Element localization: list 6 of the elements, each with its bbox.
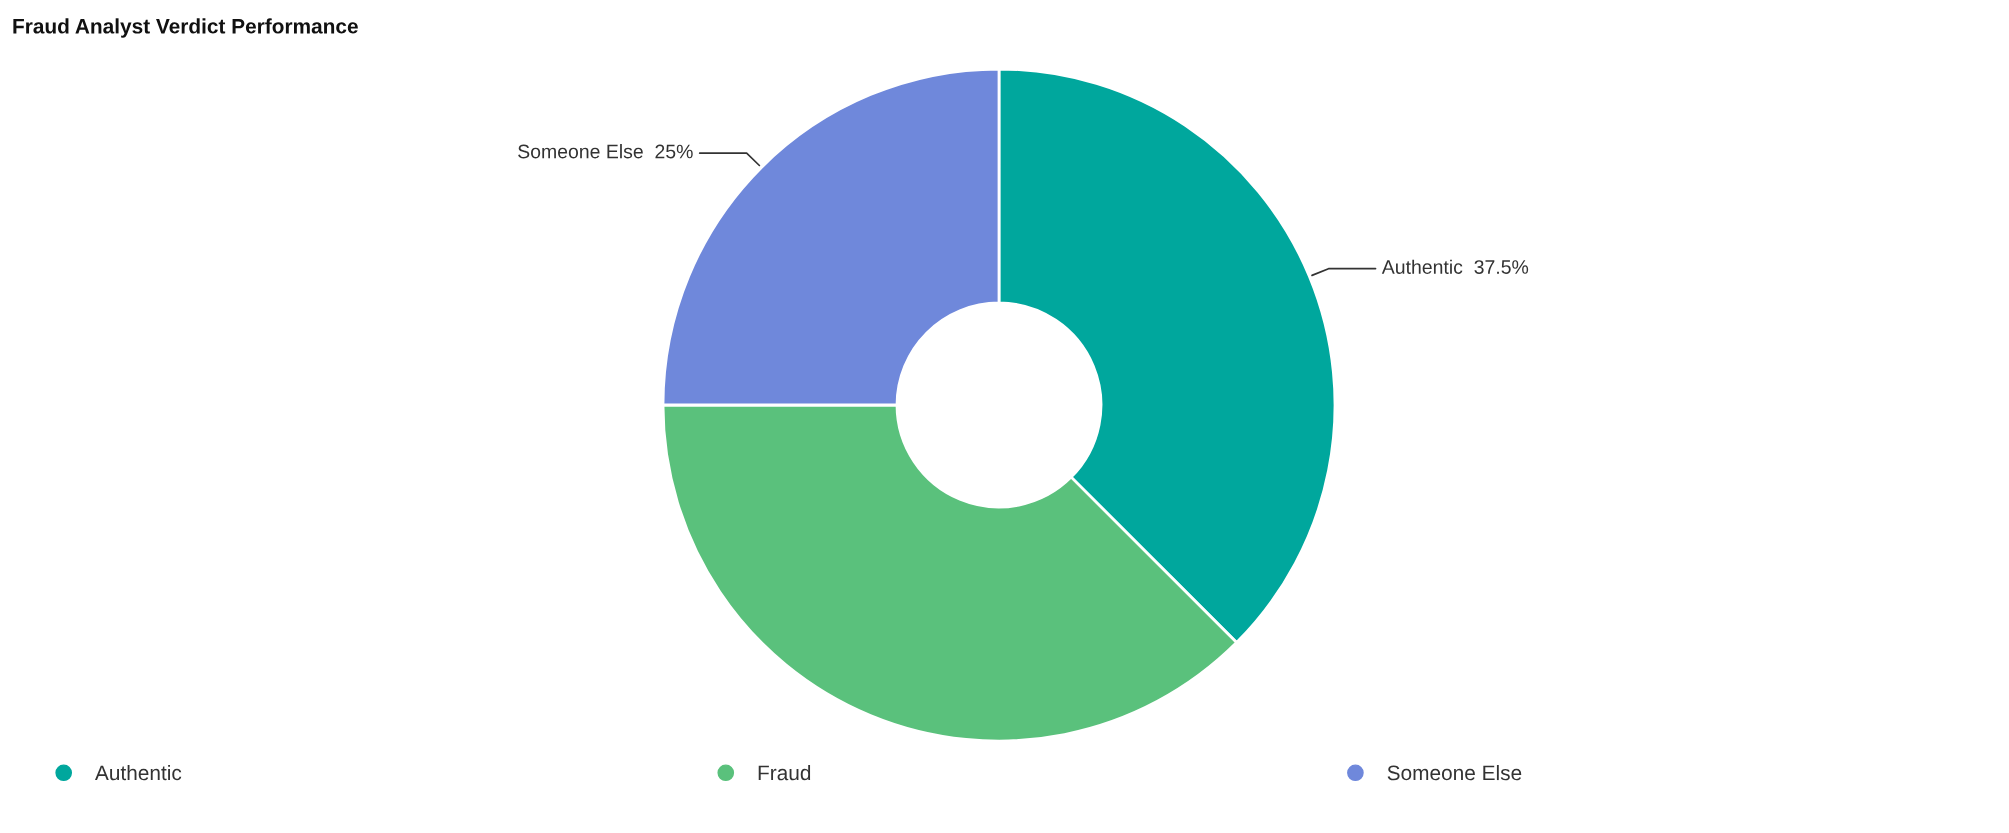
legend-label: Fraud (758, 764, 811, 781)
category-label: Someone Else 25% (518, 144, 693, 159)
legend-label: Someone Else (1387, 764, 1522, 781)
chart-title: Fraud Analyst Verdict Performance (13, 18, 358, 38)
legend-label: Authentic (94, 764, 182, 781)
category-label: Authentic 37.5% (1381, 259, 1529, 274)
